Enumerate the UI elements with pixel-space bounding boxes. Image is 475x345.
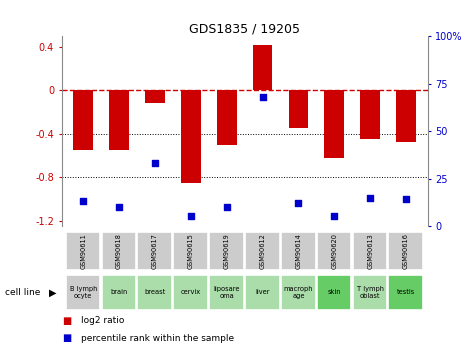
Bar — [245, 232, 280, 270]
Bar — [352, 232, 387, 270]
Bar — [245, 275, 280, 310]
Text: GSM90620: GSM90620 — [331, 233, 337, 269]
Text: cervix: cervix — [181, 289, 201, 295]
Text: GSM90615: GSM90615 — [188, 233, 194, 269]
Bar — [66, 275, 101, 310]
Text: GSM90611: GSM90611 — [80, 233, 86, 269]
Bar — [145, 90, 165, 104]
Bar — [389, 275, 423, 310]
Text: GSM90614: GSM90614 — [295, 233, 302, 269]
Bar — [281, 232, 315, 270]
Bar — [181, 90, 201, 183]
Point — [259, 94, 266, 100]
Text: macroph
age: macroph age — [284, 286, 313, 299]
Bar — [317, 275, 352, 310]
Bar — [66, 232, 101, 270]
Text: brain: brain — [111, 289, 128, 295]
Bar — [352, 275, 387, 310]
Bar — [74, 90, 93, 150]
Bar — [396, 90, 416, 142]
Bar — [317, 232, 352, 270]
Bar — [389, 232, 423, 270]
Bar — [209, 275, 244, 310]
Text: liposare
oma: liposare oma — [213, 286, 240, 299]
Text: liver: liver — [255, 289, 270, 295]
Title: GDS1835 / 19205: GDS1835 / 19205 — [189, 22, 300, 35]
Text: GSM90613: GSM90613 — [367, 233, 373, 269]
Text: GSM90616: GSM90616 — [403, 233, 409, 269]
Text: ▶: ▶ — [48, 287, 56, 297]
Text: testis: testis — [397, 289, 415, 295]
Bar — [253, 45, 273, 90]
Point — [223, 204, 230, 210]
Bar — [173, 232, 208, 270]
Bar — [137, 275, 172, 310]
Text: percentile rank within the sample: percentile rank within the sample — [81, 334, 234, 343]
Text: GSM90618: GSM90618 — [116, 233, 122, 269]
Text: ■: ■ — [62, 316, 71, 326]
Text: T lymph
oblast: T lymph oblast — [357, 286, 384, 299]
Bar — [288, 90, 308, 128]
Bar — [102, 275, 136, 310]
Text: B lymph
ocyte: B lymph ocyte — [69, 286, 97, 299]
Text: GSM90612: GSM90612 — [259, 233, 266, 269]
Bar — [360, 90, 380, 139]
Bar — [324, 90, 344, 158]
Bar — [217, 90, 237, 145]
Point — [115, 204, 123, 210]
Text: GSM90619: GSM90619 — [224, 233, 230, 269]
Text: GSM90617: GSM90617 — [152, 233, 158, 269]
Point — [331, 214, 338, 219]
Bar — [209, 232, 244, 270]
Bar — [281, 275, 315, 310]
Text: skin: skin — [328, 289, 341, 295]
Point — [294, 200, 302, 206]
Point — [151, 161, 159, 166]
Point — [366, 195, 374, 200]
Bar — [102, 232, 136, 270]
Bar — [109, 90, 129, 150]
Point — [79, 199, 87, 204]
Bar — [173, 275, 208, 310]
Bar — [137, 232, 172, 270]
Text: breast: breast — [144, 289, 166, 295]
Point — [402, 197, 410, 202]
Text: log2 ratio: log2 ratio — [81, 316, 124, 325]
Point — [187, 214, 195, 219]
Text: cell line: cell line — [5, 288, 40, 297]
Text: ■: ■ — [62, 333, 71, 343]
